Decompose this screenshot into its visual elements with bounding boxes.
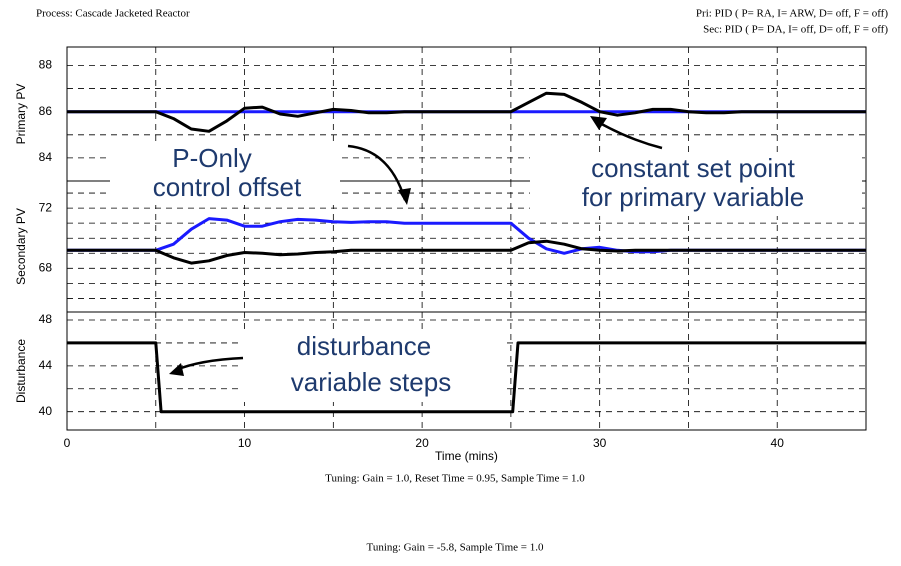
annotation: control offset: [153, 172, 302, 202]
arrow-head: [398, 188, 411, 205]
annotation-box: [238, 330, 503, 402]
y-axis-label: Disturbance: [14, 339, 28, 403]
annotation-box: [530, 152, 862, 216]
process-title: Process: Cascade Jacketed Reactor: [36, 8, 190, 20]
x-tick-label: 0: [64, 436, 71, 450]
panel-frame: [66, 311, 867, 431]
y-tick-label: 40: [39, 404, 53, 418]
x-tick-label: 10: [238, 436, 252, 450]
series-line: [67, 341, 866, 414]
y-tick-label: 86: [39, 104, 53, 118]
annotation: disturbance: [297, 331, 431, 361]
y-axis-label: Primary PV: [14, 84, 28, 145]
y-tick-label: 48: [39, 312, 53, 326]
y-tick-label: 84: [39, 150, 53, 164]
arrow-head: [169, 363, 184, 376]
y-tick-label: 88: [39, 58, 53, 72]
annotation: for primary variable: [582, 182, 805, 212]
series-line: [67, 91, 866, 133]
y-tick-label: 72: [39, 200, 53, 214]
x-tick-label: 40: [771, 436, 785, 450]
x-tick-label: 30: [593, 436, 607, 450]
plot-area: 84 86 88 Primary PV 68 72 Secondary PV 0 10 20 30 4…: [14, 46, 867, 463]
annotation-box: [110, 143, 340, 205]
annotation: variable steps: [291, 367, 451, 397]
y-tick-label: 68: [39, 261, 53, 275]
primary-controller: Pri: PID ( P= RA, I= ARW, D= off, F = of…: [696, 8, 888, 20]
series-line: [67, 239, 866, 265]
x-axis-label: Time (mins): [435, 449, 498, 463]
y-tick-label: 44: [39, 358, 53, 372]
arrow-head: [590, 116, 607, 130]
secondary-controller: Sec: PID ( P= DA, I= off, D= off, F = of…: [703, 24, 888, 36]
annotation: P-Only: [172, 143, 251, 173]
arrow: [597, 120, 663, 150]
y-axis-label: Secondary PV: [14, 208, 28, 285]
annotation: constant set point: [591, 153, 796, 183]
annotations: P-Only control offset constant set point…: [110, 116, 862, 402]
x-tick-label: 20: [415, 436, 429, 450]
primary-tuning: Tuning: Gain = 1.0, Reset Time = 0.95, S…: [325, 473, 585, 485]
secondary-tuning: Tuning: Gain = -5.8, Sample Time = 1.0: [366, 542, 544, 554]
